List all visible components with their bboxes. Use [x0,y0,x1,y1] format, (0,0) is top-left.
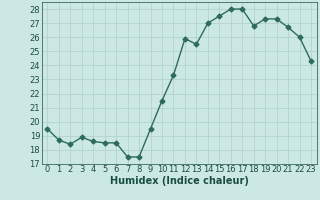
X-axis label: Humidex (Indice chaleur): Humidex (Indice chaleur) [110,176,249,186]
